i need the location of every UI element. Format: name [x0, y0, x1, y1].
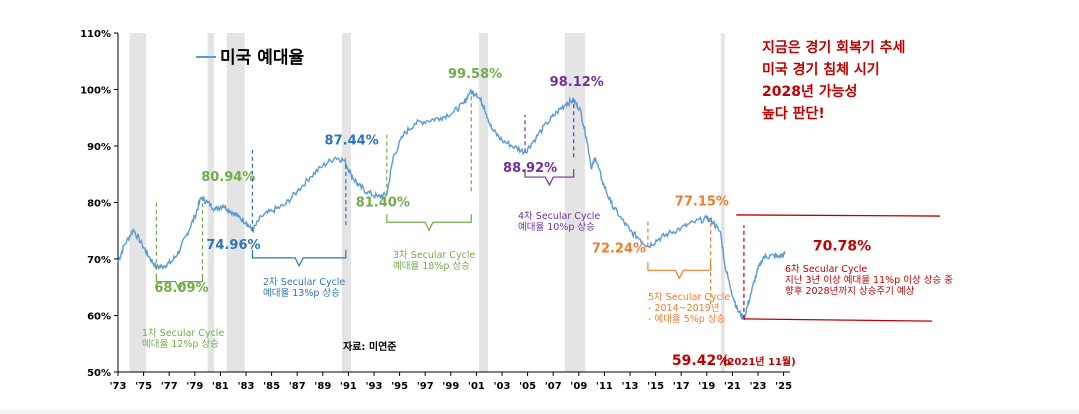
cycle-label-line: 예대율 13%p 상승	[263, 288, 340, 299]
callout-line: 2028년 가능성	[762, 84, 857, 100]
y-tick-label: 70%	[87, 255, 111, 266]
cycle-label-line: 6차 Secular Cycle	[785, 263, 867, 275]
cycle-label-line: - 예대율 5%p 상승	[648, 314, 726, 325]
x-tick-label: '77	[161, 381, 178, 392]
recession-band	[226, 33, 245, 372]
legend-label: 미국 예대율	[220, 48, 304, 68]
x-tick-label: '19	[698, 381, 715, 392]
recession-band	[564, 33, 586, 372]
x-tick-label: '79	[186, 381, 203, 392]
y-tick-label: 90%	[87, 142, 111, 153]
cycle-brace	[647, 262, 712, 280]
value-label: 81.40%	[356, 196, 410, 211]
value-label: 68.09%	[154, 281, 208, 296]
x-tick-label: '03	[494, 381, 511, 392]
value-label: 98.12%	[550, 75, 604, 90]
x-tick-label: '97	[417, 381, 434, 392]
y-tick-label: 50%	[87, 368, 111, 379]
cycle-label-line: 2차 Secular Cycle	[263, 276, 345, 288]
callout-line: 지금은 경기 회복기 추세	[762, 39, 905, 56]
x-tick-label: '13	[622, 381, 639, 392]
x-tick-label: '91	[340, 381, 357, 392]
x-tick-label: '83	[238, 381, 255, 392]
value-label: 87.44%	[325, 133, 379, 148]
y-tick-label: 80%	[87, 199, 111, 210]
cycle-label-line: - 2014~2019년	[648, 303, 720, 314]
recession-band	[478, 33, 488, 372]
cycle-brace	[524, 169, 575, 187]
value-label: 74.96%	[206, 238, 260, 253]
x-tick-label: '15	[647, 381, 664, 392]
value-label: 70.78%	[813, 239, 871, 255]
x-tick-label: '11	[596, 381, 613, 392]
x-tick-label: '93	[366, 381, 383, 392]
x-tick-label: '25	[775, 381, 792, 392]
value-label: 80.94%	[201, 170, 255, 185]
reference-line-lower	[743, 318, 933, 322]
x-tick-label: '23	[750, 381, 767, 392]
cycle-label-line: 1차 Secular Cycle	[142, 327, 224, 339]
x-tick-label: '07	[545, 381, 562, 392]
cycle-label-line: 향후 2028년까지 상승주기 예상	[785, 285, 915, 297]
x-tick-label: '99	[442, 381, 459, 392]
cycle-brace	[155, 273, 204, 291]
x-tick-label: '09	[570, 381, 587, 392]
value-label: 88.92%	[503, 161, 557, 176]
x-tick-label: '81	[212, 381, 229, 392]
cycle-label-line: 3차 Secular Cycle	[393, 249, 475, 261]
cycle-label-line: 예대율 12%p 상승	[142, 339, 219, 350]
x-tick-label: '95	[391, 381, 408, 392]
recession-band	[129, 33, 147, 372]
source-note: 자료: 미연준	[343, 340, 396, 353]
x-tick-label: '21	[724, 381, 741, 392]
reference-line-upper	[736, 214, 941, 217]
x-tick-label: '89	[314, 381, 331, 392]
callout-line: 미국 경기 침체 시기	[762, 61, 880, 78]
value-label: 59.42%	[672, 353, 730, 369]
x-tick-label: '01	[468, 381, 485, 392]
value-label: 72.24%	[592, 241, 646, 256]
value-label: 77.15%	[675, 195, 729, 210]
cycle-label-line: 4차 Secular Cycle	[518, 210, 600, 222]
cycle-brace	[251, 249, 347, 268]
x-tick-label: '87	[289, 381, 306, 392]
x-tick-label: '73	[110, 381, 127, 392]
recession-band	[342, 33, 351, 372]
y-tick-label: 60%	[87, 312, 111, 323]
recession-band	[207, 33, 214, 372]
cycle-brace	[386, 214, 472, 232]
recession-band	[720, 33, 725, 372]
y-tick-label: 110%	[80, 29, 111, 40]
x-tick-label: '05	[519, 381, 536, 392]
cycle-label-line: 예대율 18%p 상승	[393, 261, 470, 272]
date-note: (2021년 11월)	[723, 355, 796, 368]
callout-line: 높다 판단!	[762, 105, 825, 122]
cycle-label-line: 예대율 10%p 상승	[518, 222, 595, 233]
x-tick-label: '85	[263, 381, 280, 392]
cycle-label-line: 5차 Secular Cycle	[648, 291, 730, 303]
x-tick-label: '75	[135, 381, 152, 392]
y-tick-label: 100%	[80, 86, 111, 97]
x-tick-label: '17	[673, 381, 690, 392]
value-label: 99.58%	[448, 67, 502, 82]
cycle-label-line: 지난 3년 이상 예대율 11%p 이상 상승 중	[785, 275, 953, 286]
series-line-us-loan-deposit-ratio	[117, 88, 786, 321]
